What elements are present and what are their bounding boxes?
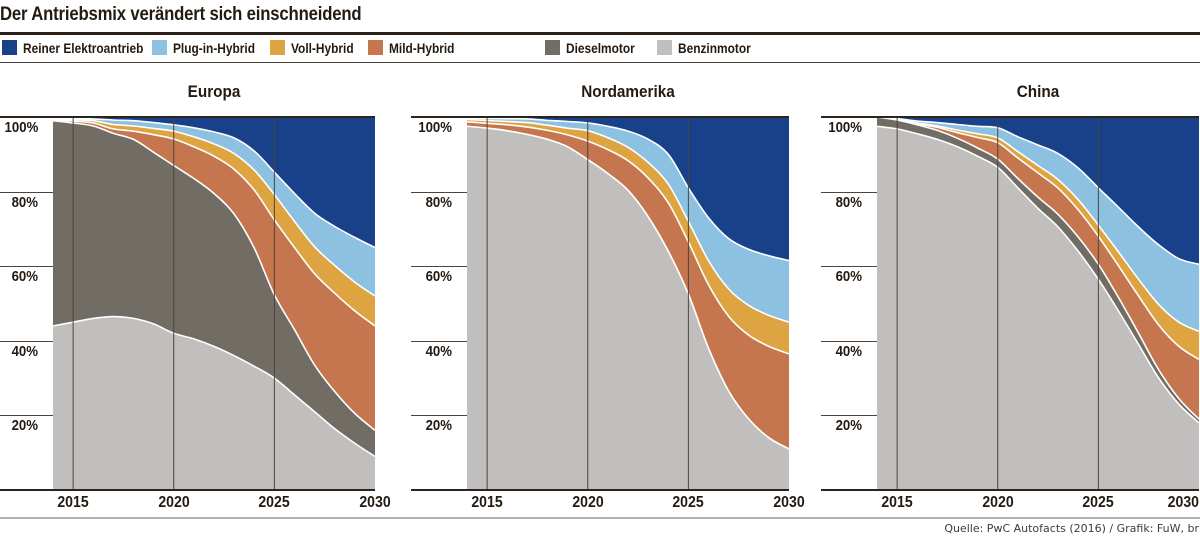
plot-top-border <box>411 116 789 118</box>
y-tick-label: 20% <box>835 417 862 435</box>
y-gridline <box>411 340 467 342</box>
y-gridline <box>0 191 53 193</box>
area-separator-line <box>877 117 1199 361</box>
x-axis-line <box>0 489 375 491</box>
y-gridline <box>821 340 877 342</box>
legend-swatch-plug-in-hybrid-icon <box>152 40 167 55</box>
y-tick-label: 100% <box>828 119 862 136</box>
legend-item-mild-hybrid: Mild-Hybrid <box>368 40 466 56</box>
y-tick-label: 60% <box>425 268 452 286</box>
legend-label: Voll-Hybrid <box>291 40 354 56</box>
title-divider-rule <box>0 32 1200 35</box>
y-gridline <box>411 415 467 417</box>
page-title: Der Antriebsmix verändert sich einschnei… <box>0 4 362 25</box>
legend-item-elektro: Reiner Elektroantrieb <box>2 40 165 56</box>
area-separator-line <box>53 119 375 431</box>
x-tick-label-2015: 2015 <box>881 494 913 511</box>
y-tick-label: 20% <box>11 417 38 435</box>
legend-swatch-dieselmotor-icon <box>545 40 560 55</box>
plot-top-border <box>821 116 1199 118</box>
stacked-area-plot-nordamerika <box>467 117 789 490</box>
y-gridline <box>0 415 53 417</box>
chart-title-nordamerika: Nordamerika <box>581 82 675 101</box>
y-tick-label: 60% <box>11 268 38 286</box>
source-note: Quelle: PwC Autofacts (2016) / Grafik: F… <box>944 522 1199 535</box>
legend-label: Mild-Hybrid <box>389 40 455 56</box>
y-tick-label: 40% <box>11 342 38 360</box>
area-separator-line <box>53 118 375 327</box>
y-tick-label: 40% <box>425 342 452 360</box>
chart-title-europa: Europa <box>187 82 241 101</box>
legend-label: Dieselmotor <box>566 40 635 56</box>
y-tick-label: 80% <box>11 193 38 211</box>
legend-item-benzinmotor: Benzinmotor <box>657 40 764 56</box>
x-axis-line <box>411 489 789 491</box>
x-axis-line <box>821 489 1199 491</box>
area-separator-line <box>877 117 1199 420</box>
x-tick-label-2015: 2015 <box>57 494 89 511</box>
legend-label: Benzinmotor <box>678 40 751 56</box>
footer-rule <box>0 517 1200 519</box>
y-gridline <box>0 266 53 268</box>
y-tick-label: 60% <box>835 268 862 286</box>
y-tick-label: 40% <box>835 342 862 360</box>
area-separator-line <box>53 117 375 297</box>
y-tick-label: 100% <box>4 119 39 136</box>
legend-swatch-elektro-icon <box>2 40 17 55</box>
area-separator-line <box>53 315 375 458</box>
area-separator-line <box>877 117 1199 333</box>
area-benzinmotor <box>53 316 375 490</box>
legend-swatch-mild-hybrid-icon <box>368 40 383 55</box>
x-tick-label-2020: 2020 <box>572 494 604 511</box>
area-separator-line <box>53 117 375 249</box>
legend-label: Plug-in-Hybrid <box>173 40 255 56</box>
y-gridline <box>821 415 877 417</box>
legend-swatch-benzinmotor-icon <box>657 40 672 55</box>
area-separator-line <box>877 125 1199 424</box>
x-tick-label-2030: 2030 <box>773 494 805 511</box>
y-gridline <box>821 266 877 268</box>
area-separator-line <box>467 117 789 262</box>
y-tick-label: 20% <box>425 417 452 435</box>
legend-divider-rule <box>0 62 1200 63</box>
x-tick-label-2030: 2030 <box>1167 494 1199 511</box>
x-tick-label-2025: 2025 <box>258 494 291 511</box>
legend-item-voll-hybrid: Voll-Hybrid <box>270 40 365 56</box>
x-tick-label-2025: 2025 <box>672 494 705 511</box>
legend-swatch-voll-hybrid-icon <box>270 40 285 55</box>
x-tick-label-2015: 2015 <box>471 494 503 511</box>
x-tick-label-2020: 2020 <box>158 494 190 511</box>
y-tick-label: 100% <box>418 119 452 136</box>
x-tick-label-2020: 2020 <box>982 494 1014 511</box>
x-tick-label-2030: 2030 <box>359 494 391 511</box>
y-tick-label: 80% <box>425 193 452 211</box>
plot-top-border <box>0 116 375 118</box>
area-separator-line <box>467 121 789 355</box>
area-separator-line <box>467 118 789 323</box>
legend-label: Reiner Elektroantrieb <box>23 40 144 56</box>
area-benzinmotor <box>467 126 789 490</box>
y-gridline <box>411 266 467 268</box>
y-gridline <box>821 191 877 193</box>
y-gridline <box>0 340 53 342</box>
legend-item-plug-in-hybrid: Plug-in-Hybrid <box>152 40 269 56</box>
area-separator-line <box>877 117 1199 266</box>
stacked-area-plot-europa <box>53 117 375 490</box>
stacked-area-plot-china <box>877 117 1199 490</box>
y-gridline <box>411 191 467 193</box>
x-tick-label-2025: 2025 <box>1082 494 1115 511</box>
area-benzinmotor <box>877 126 1199 490</box>
area-separator-line <box>467 125 789 450</box>
legend-item-dieselmotor: Dieselmotor <box>545 40 647 56</box>
y-tick-label: 80% <box>835 193 862 211</box>
chart-title-china: China <box>1016 82 1060 101</box>
